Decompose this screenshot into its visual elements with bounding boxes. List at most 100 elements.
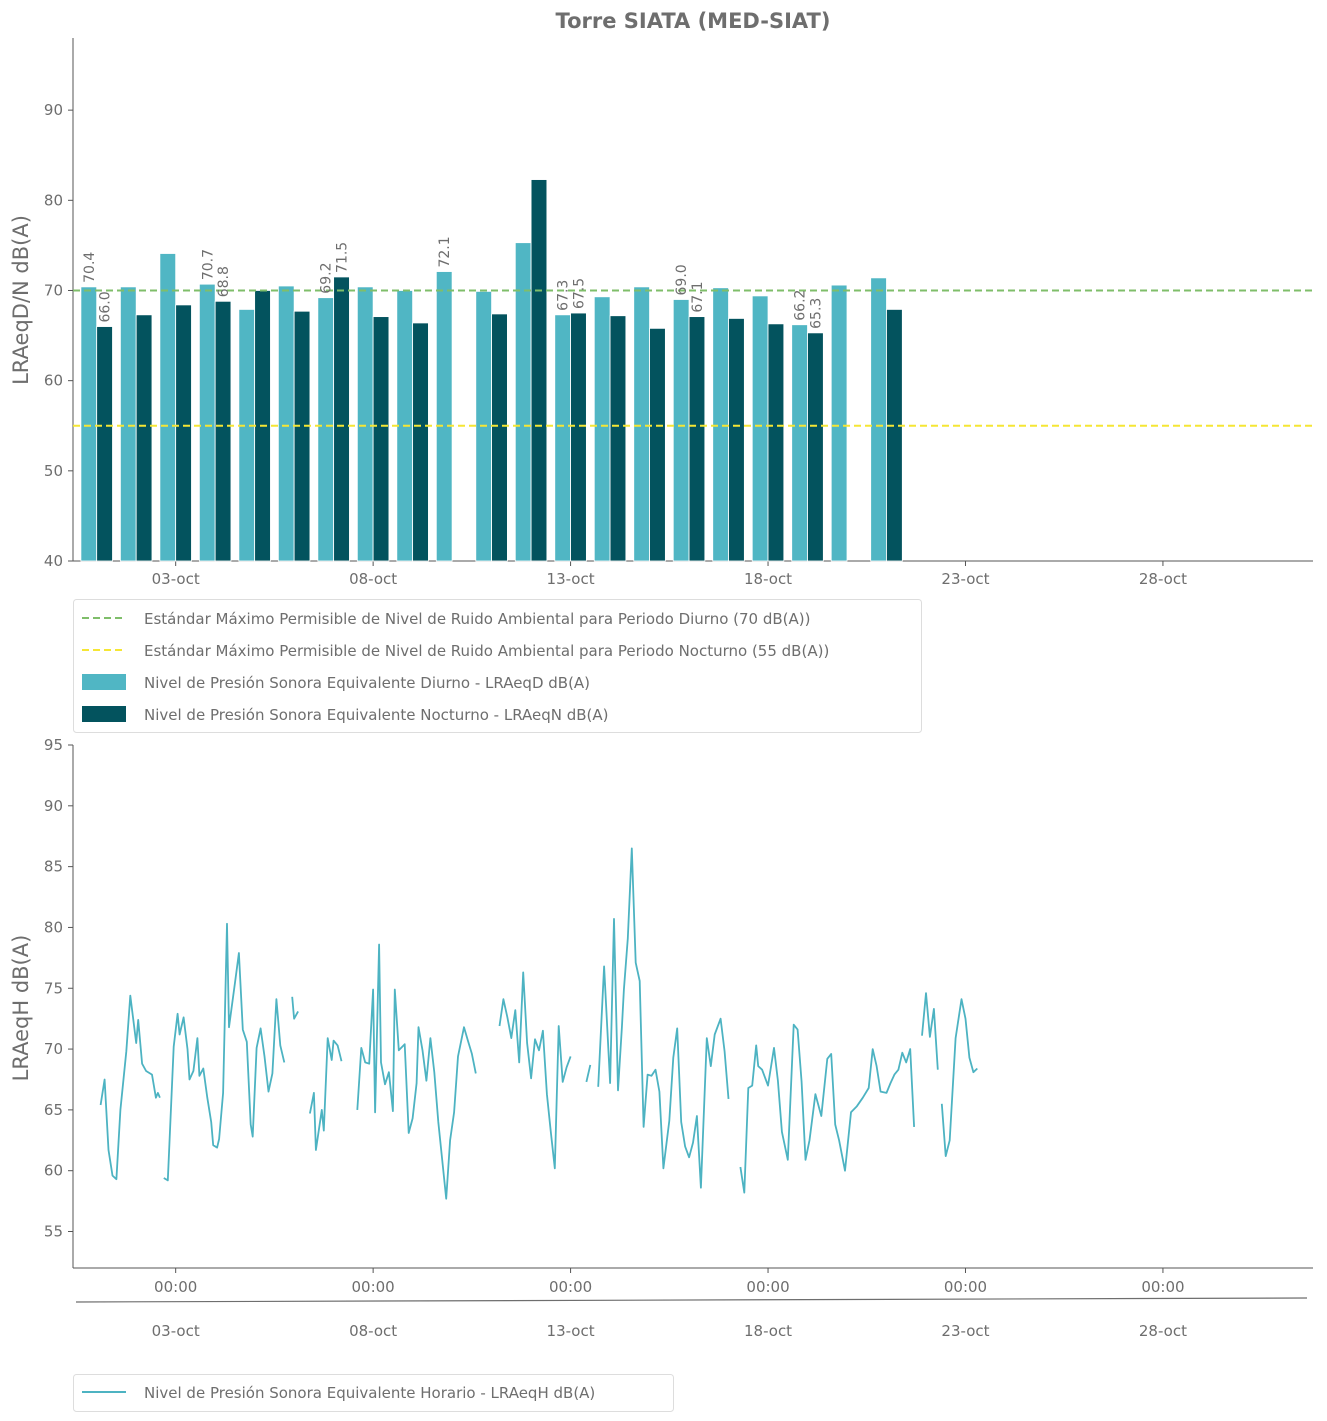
bar-diurno	[870, 277, 887, 562]
legend-top-label: Estándar Máximo Permisible de Nivel de R…	[144, 610, 810, 628]
date-axis-line	[75, 1297, 1308, 1303]
bar-diurno	[356, 286, 374, 562]
bar-diurno	[830, 284, 848, 562]
bottom-date-tick-label: 18-oct	[744, 1322, 792, 1340]
legend-bottom-label: Nivel de Presión Sonora Equivalente Hora…	[144, 1384, 595, 1402]
legend-bottom: Nivel de Presión Sonora Equivalente Hora…	[73, 1374, 674, 1412]
top-y-tick-label: 90	[44, 101, 63, 119]
bar-diurno	[238, 309, 256, 562]
bottom-time-tick-label: 00:00	[944, 1278, 987, 1296]
bar-nocturno	[372, 316, 390, 562]
bar-diurno	[435, 271, 453, 562]
bottom-y-tick-label: 95	[44, 736, 63, 754]
bottom-date-tick-label: 03-oct	[152, 1322, 200, 1340]
bar-value-label: 71.5	[335, 242, 351, 273]
hourly-line-segment	[309, 1037, 343, 1151]
bar-nocturno	[293, 310, 311, 562]
bar-diurno	[712, 287, 729, 562]
bar-value-label: 66.0	[98, 291, 114, 322]
bottom-date-tick-label: 08-oct	[349, 1322, 397, 1340]
bar-value-label: 67.5	[571, 278, 587, 309]
bottom-time-tick-label: 00:00	[1141, 1278, 1184, 1296]
hourly-line-segment	[498, 971, 572, 1170]
reference-lines	[73, 289, 1313, 427]
bar-value-label: 67.3	[556, 280, 572, 311]
bar-diurno	[672, 299, 690, 562]
legend-bottom-items: Nivel de Presión Sonora Equivalente Hora…	[82, 1384, 595, 1402]
bar-value-label: 72.1	[437, 236, 453, 267]
bar-diurno	[751, 295, 769, 562]
top-bars	[80, 179, 903, 562]
bar-diurno	[119, 286, 137, 562]
bottom-time-tick-label: 00:00	[549, 1278, 592, 1296]
legend-patch-swatch	[82, 674, 126, 690]
legend-top-label: Nivel de Presión Sonora Equivalente Noct…	[144, 706, 609, 724]
bar-nocturno	[728, 318, 745, 562]
bar-value-label: 65.3	[808, 298, 824, 329]
hourly-line-segment	[921, 992, 939, 1070]
bottom-y-tick-label: 80	[44, 918, 63, 936]
hourly-line-segment	[356, 943, 477, 1200]
bar-value-label: 70.4	[82, 252, 98, 283]
bar-nocturno	[96, 326, 113, 562]
bar-nocturno	[886, 309, 903, 562]
bar-nocturno	[214, 300, 232, 562]
chart-title: Torre SIATA (MED-SIAT)	[556, 9, 831, 33]
bar-nocturno	[609, 315, 627, 562]
bottom-time-tick-label: 00:00	[746, 1278, 789, 1296]
bar-value-label: 69.0	[674, 264, 690, 295]
bottom-date-tick-label: 13-oct	[547, 1322, 595, 1340]
bar-nocturno	[175, 304, 192, 562]
top-x-tick-label: 23-oct	[941, 570, 989, 588]
hourly-line-segment	[940, 998, 978, 1157]
bar-nocturno	[649, 327, 666, 562]
top-y-tick-label: 50	[44, 462, 63, 480]
bottom-y-tick-label: 85	[44, 858, 63, 876]
bar-diurno	[198, 283, 216, 562]
bottom-y-tick-label: 65	[44, 1101, 63, 1119]
bar-nocturno	[135, 314, 153, 562]
hourly-series	[99, 847, 978, 1200]
top-y-tick-label: 40	[44, 552, 63, 570]
hourly-line-segment	[99, 994, 161, 1181]
bar-value-label: 70.7	[200, 249, 216, 280]
bar-nocturno	[807, 332, 824, 562]
legend-patch-swatch	[82, 706, 126, 722]
bottom-y-axis-title: LRAeqH dB(A)	[9, 935, 33, 1082]
bar-nocturno	[491, 313, 508, 562]
bar-value-label: 68.8	[216, 266, 232, 297]
legend-top-label: Nivel de Presión Sonora Equivalente Diur…	[144, 674, 590, 692]
daily-bar-chart: LRAeqD/N dB(A) 40 50 60 70 80 90 03-oct 08-oct…	[9, 38, 1313, 588]
hourly-line-segment	[291, 996, 299, 1020]
legend-top-label: Estándar Máximo Permisible de Nivel de R…	[144, 642, 829, 660]
bottom-y-tick-label: 75	[44, 979, 63, 997]
top-x-tick-label: 08-oct	[349, 570, 397, 588]
bar-value-label: 66.2	[793, 290, 809, 321]
bottom-y-tick-label: 70	[44, 1040, 63, 1058]
bar-annotations: 70.466.0 70.768.8 69.271.5 72.1 67.3 67.5 69.0…	[82, 236, 825, 328]
bottom-y-tick-label: 90	[44, 797, 63, 815]
top-y-tick-label: 80	[44, 191, 63, 209]
top-y-axis-title: LRAeqD/N dB(A)	[9, 215, 33, 385]
bar-diurno	[593, 296, 611, 562]
bar-nocturno	[333, 276, 350, 562]
legend-top: Estándar Máximo Permisible de Nivel de R…	[73, 599, 922, 733]
bottom-date-tick-label: 23-oct	[941, 1322, 989, 1340]
bar-diurno	[633, 286, 650, 562]
bar-nocturno	[530, 179, 548, 562]
bar-diurno	[317, 297, 335, 562]
bottom-date-tick-label: 28-oct	[1139, 1322, 1187, 1340]
legend-top-items: Estándar Máximo Permisible de Nivel de R…	[82, 610, 829, 724]
bar-nocturno	[570, 312, 587, 562]
legend-top-frame	[73, 599, 922, 733]
bottom-y-tick-label: 55	[44, 1223, 63, 1241]
bar-diurno	[554, 314, 571, 562]
top-x-tick-label: 03-oct	[152, 570, 200, 588]
bar-nocturno	[767, 323, 785, 562]
bar-nocturno	[412, 322, 429, 562]
hourly-line-segment	[585, 1064, 592, 1083]
hourly-line-segment	[739, 1023, 915, 1194]
bar-value-label: 67.1	[690, 281, 706, 312]
